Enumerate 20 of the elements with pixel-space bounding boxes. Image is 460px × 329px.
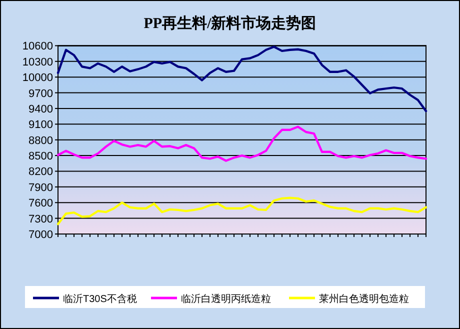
y-tick-label: 9400 [28, 103, 53, 116]
legend-label: 临沂T30S不含税 [63, 293, 137, 305]
y-tick-label: 10300 [22, 56, 53, 68]
line-series [56, 196, 428, 226]
y-tick-label: 7000 [28, 229, 53, 241]
chart-title: PP再生料/新料市场走势图 [144, 14, 316, 32]
y-tick-label: 7300 [28, 213, 53, 226]
legend-label: 临沂白透明丙纸造粒 [181, 293, 271, 305]
y-tick-label: 8200 [28, 166, 53, 178]
line-series [56, 46, 428, 112]
y-tick-label: 9100 [28, 119, 53, 132]
y-tick-label: 7900 [28, 182, 53, 194]
y-tick-label: 10000 [22, 72, 53, 84]
y-tick-label: 7600 [28, 198, 53, 210]
y-tick-label: 10600 [22, 40, 53, 53]
line-series [56, 126, 428, 162]
y-tick-label: 8500 [28, 150, 53, 163]
y-tick-label: 8800 [28, 134, 53, 147]
y-tick-label: 9700 [28, 88, 53, 100]
legend-label: 莱州白色透明包造粒 [319, 293, 409, 305]
